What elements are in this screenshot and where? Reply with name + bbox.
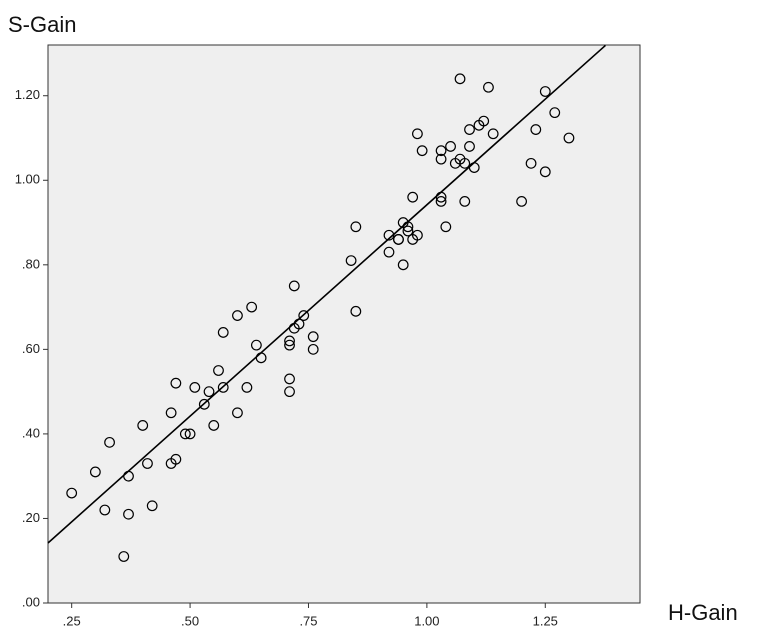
point bbox=[464, 124, 475, 135]
point bbox=[539, 166, 551, 178]
y-axis-title: S-Gain bbox=[8, 12, 76, 37]
point bbox=[307, 331, 319, 343]
point bbox=[468, 162, 480, 173]
point bbox=[184, 428, 196, 440]
point bbox=[464, 141, 475, 152]
point bbox=[66, 487, 78, 499]
point bbox=[563, 132, 575, 144]
point bbox=[478, 115, 490, 127]
point bbox=[118, 551, 130, 562]
point bbox=[123, 470, 134, 482]
point bbox=[189, 382, 201, 393]
point bbox=[208, 420, 220, 431]
x-tick-label: 1.00 bbox=[414, 613, 439, 628]
point bbox=[250, 339, 262, 351]
y-tick-label: .00 bbox=[22, 594, 40, 609]
point bbox=[483, 81, 494, 93]
y-tick-label: 1.00 bbox=[15, 172, 40, 187]
point bbox=[293, 318, 305, 330]
x-tick-label: .50 bbox=[181, 613, 199, 628]
point bbox=[179, 428, 191, 440]
x-tick-label: .25 bbox=[63, 613, 81, 628]
point bbox=[217, 382, 229, 393]
point bbox=[530, 124, 542, 135]
point bbox=[288, 280, 300, 292]
point bbox=[516, 196, 527, 207]
point bbox=[284, 339, 295, 351]
point bbox=[170, 453, 182, 465]
point bbox=[435, 191, 447, 203]
point bbox=[241, 382, 253, 393]
point bbox=[89, 466, 101, 478]
point bbox=[284, 373, 295, 385]
point bbox=[383, 229, 395, 241]
point bbox=[232, 407, 243, 419]
point bbox=[487, 128, 499, 140]
point bbox=[539, 86, 551, 97]
point bbox=[402, 221, 414, 233]
x-tick-label: .75 bbox=[299, 613, 317, 628]
point bbox=[445, 141, 456, 152]
point bbox=[284, 386, 295, 398]
point bbox=[350, 305, 362, 317]
point bbox=[246, 301, 258, 313]
point bbox=[549, 107, 561, 119]
point bbox=[307, 343, 319, 355]
point bbox=[170, 377, 182, 389]
point bbox=[459, 196, 471, 207]
y-tick-label: .80 bbox=[22, 256, 40, 271]
point bbox=[203, 386, 215, 398]
point bbox=[459, 157, 471, 169]
point bbox=[146, 500, 158, 512]
point bbox=[525, 157, 537, 169]
point bbox=[255, 352, 267, 364]
point bbox=[345, 255, 357, 266]
point bbox=[440, 221, 452, 233]
point bbox=[454, 73, 466, 85]
x-axis-title: H-Gain bbox=[668, 600, 738, 625]
point bbox=[383, 246, 395, 258]
point bbox=[407, 191, 419, 203]
point bbox=[284, 335, 295, 347]
point bbox=[416, 145, 428, 157]
y-tick-label: 1.20 bbox=[15, 87, 40, 102]
point bbox=[298, 310, 310, 321]
point bbox=[232, 310, 243, 321]
point bbox=[104, 436, 115, 448]
point bbox=[142, 458, 153, 469]
y-tick-label: .60 bbox=[22, 341, 40, 356]
point bbox=[397, 259, 409, 271]
point bbox=[435, 153, 447, 165]
point bbox=[99, 504, 111, 516]
plot-area bbox=[47, 44, 641, 604]
point bbox=[402, 225, 414, 237]
point bbox=[435, 145, 447, 157]
point bbox=[123, 508, 134, 520]
point bbox=[198, 398, 210, 410]
point bbox=[217, 327, 229, 338]
point bbox=[412, 229, 423, 241]
y-tick-label: .20 bbox=[22, 510, 40, 525]
point bbox=[412, 128, 423, 140]
y-tick-label: .40 bbox=[22, 425, 40, 440]
fit-line bbox=[47, 44, 606, 544]
point bbox=[165, 407, 177, 419]
point bbox=[213, 365, 224, 376]
x-tick-label: 1.25 bbox=[533, 613, 558, 628]
point bbox=[350, 221, 362, 233]
point bbox=[435, 196, 447, 207]
point bbox=[137, 420, 149, 431]
point bbox=[393, 234, 404, 245]
